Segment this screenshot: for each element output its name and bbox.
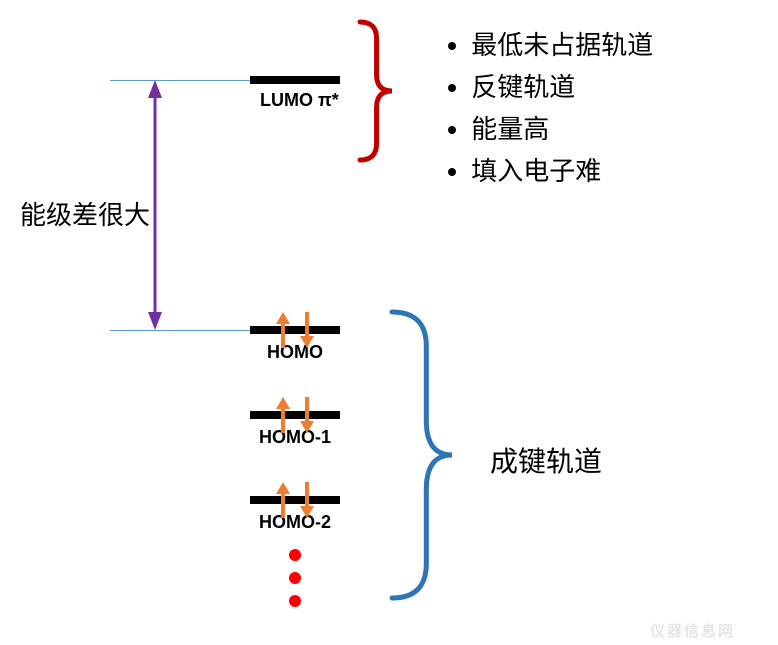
continuation-dot bbox=[289, 549, 301, 561]
orbital-bar-homo-2 bbox=[250, 496, 340, 504]
continuation-dot bbox=[289, 572, 301, 584]
energy-gap-label: 能级差很大 bbox=[20, 195, 150, 232]
orbital-bar-homo bbox=[250, 326, 340, 334]
label-homo-2: HOMO-2 bbox=[259, 512, 331, 533]
orbital-bar-lumo bbox=[250, 76, 340, 84]
lumo-property-item: 填入电子难 bbox=[471, 152, 653, 190]
label-homo: HOMO bbox=[267, 342, 323, 363]
watermark: 仪器信息网 bbox=[650, 620, 735, 641]
lumo-properties-list: 最低未占据轨道反键轨道能量高填入电子难 bbox=[440, 22, 653, 194]
lumo-property-item: 最低未占据轨道 bbox=[471, 26, 653, 64]
label-homo-1: HOMO-1 bbox=[259, 427, 331, 448]
brace-homo-group bbox=[390, 312, 460, 598]
bonding-orbital-label: 成键轨道 bbox=[490, 440, 602, 480]
lumo-property-item: 能量高 bbox=[471, 110, 653, 148]
brace-lumo bbox=[358, 22, 400, 160]
diagram-stage: 能级差很大 LUMO π* HOMO HOMO-1 HOMO-2 最低未占据轨道… bbox=[0, 0, 778, 645]
orbital-bar-homo-1 bbox=[250, 411, 340, 419]
label-lumo: LUMO π* bbox=[260, 90, 339, 111]
lumo-property-item: 反键轨道 bbox=[471, 68, 653, 106]
continuation-dot bbox=[289, 595, 301, 607]
